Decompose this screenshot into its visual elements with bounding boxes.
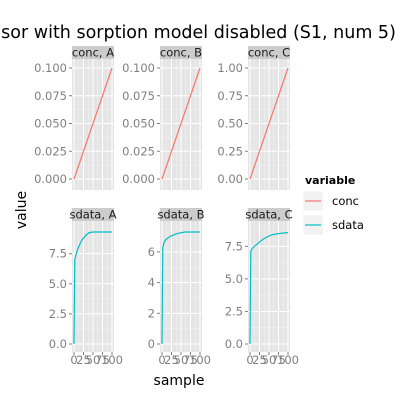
facet-strip [72,208,114,221]
x-axis-title: sample [154,373,205,389]
y-tick-label: 0.75 [217,89,243,103]
x-tick-label: 25 [76,353,91,367]
facet-strip-label: sdata, A [69,208,116,222]
y-tick-label: 0.50 [217,117,243,131]
x-tick-label: 100 [189,353,211,367]
legend-title: variable [305,174,355,187]
legend-label: sdata [332,218,364,232]
facet-strip [248,46,290,59]
x-tick-label: 75 [271,353,286,367]
x-tick-label: 0 [70,353,77,367]
x-tick-label: 50 [174,353,189,367]
y-tick-label: 5.0 [49,277,67,291]
y-tick-label: 0.100 [122,61,155,75]
series-line-sdata [249,232,289,345]
y-tick-label: 0.25 [217,144,243,158]
chart-title: nsor with sorption model disabled (S1, n… [0,23,396,43]
legend-label: conc [332,194,359,208]
y-tick-label: 2.5 [49,307,67,321]
facet-panel: conc, B 0.000 0.025 0.050 0.075 0.100 [122,46,202,190]
series-line-conc [73,67,113,180]
facet-strip-label: conc, C [248,46,290,60]
series-line-conc [161,67,201,180]
y-tick-label: 0.050 [34,117,67,131]
y-tick-label: 0.075 [34,89,67,103]
legend: variable conc sdata [302,174,364,236]
facet-strip [160,208,202,221]
y-tick-label: 0.000 [122,172,155,186]
facet-strip-label: conc, A [72,46,114,60]
facet-strip-label: conc, B [160,46,202,60]
x-tick-label: 50 [86,353,101,367]
y-tick-label: 1.00 [217,61,243,75]
y-tick-label: 0.0 [225,337,243,351]
y-tick-label: 4 [148,276,155,290]
series-line-conc [249,67,289,180]
y-tick-label: 0.100 [34,61,67,75]
y-tick-label: 0.025 [122,144,155,158]
x-tick-label: 0 [158,353,165,367]
x-tick-label: 75 [95,353,110,367]
y-tick-label: 6 [148,245,155,259]
y-axis-title: value [14,191,30,229]
y-tick-label: 0.000 [34,172,67,186]
facet-strip [160,46,202,59]
x-tick-label: 75 [183,353,198,367]
x-tick-label: 25 [252,353,267,367]
y-tick-label: 0.00 [217,172,243,186]
y-tick-label: 0.075 [122,89,155,103]
x-tick-label: 100 [101,353,123,367]
facet-strip-label: sdata, C [245,208,292,222]
x-tick-label: 25 [164,353,179,367]
y-tick-label: 2.5 [225,304,243,318]
y-tick-label: 0.0 [49,337,67,351]
series-line-sdata [161,231,200,345]
y-tick-label: 0.050 [122,117,155,131]
x-tick-label: 100 [277,353,299,367]
series-line-sdata [73,231,112,345]
y-tick-label: 5.0 [225,272,243,286]
facet-strip-label: sdata, B [157,208,204,222]
facet-panel: conc, A 0.000 0.025 0.050 0.075 0.100 [34,46,114,190]
x-tick-label: 0 [246,353,253,367]
facet-panel: conc, C 0.00 0.25 0.50 0.75 1.00 [217,46,290,190]
y-tick-label: 7.5 [49,247,67,261]
y-tick-label: 0 [148,337,155,351]
x-tick-label: 50 [262,353,277,367]
y-tick-label: 7.5 [225,239,243,253]
y-tick-label: 2 [148,306,155,320]
facet-strip [248,208,290,221]
y-tick-label: 0.025 [34,144,67,158]
facet-strip [72,46,114,59]
